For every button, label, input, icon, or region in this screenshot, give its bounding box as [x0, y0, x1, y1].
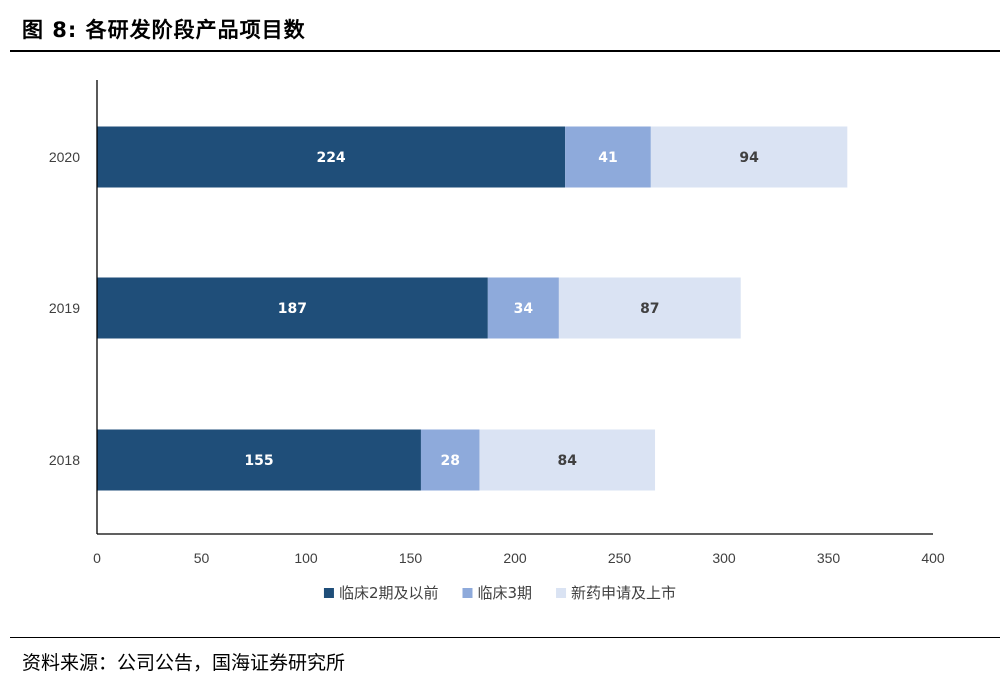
data-label-2020-series-3: 94	[739, 150, 759, 166]
legend-swatch-series-2	[462, 588, 473, 598]
chart-legend: 临床2期及以前 临床3期 新药申请及上市	[323, 584, 676, 602]
x-tick-label-200: 200	[503, 550, 527, 566]
data-label-2018-series-2: 28	[440, 453, 459, 469]
x-tick-label-400: 400	[921, 550, 945, 566]
legend-label-series-1: 临床2期及以前	[339, 584, 439, 602]
data-label-2018-series-3: 84	[558, 453, 578, 469]
bar-segment-2020-series-2	[565, 126, 651, 188]
legend-item-series-3: 新药申请及上市	[556, 584, 676, 602]
category-label-2018: 2018	[49, 452, 80, 468]
axes-layer: 2020 2019 2018 0 50 100 150 200 250 300 350 400	[49, 80, 945, 566]
bar-segment-2018-series-2	[420, 429, 480, 491]
legend-item-series-2: 临床3期	[462, 584, 532, 602]
bar-segment-2020-series-3	[650, 126, 848, 188]
legend-label-series-3: 新药申请及上市	[571, 584, 676, 602]
bar-segment-2019-series-2	[487, 277, 559, 339]
x-tick-label-150: 150	[399, 550, 423, 566]
category-label-2020: 2020	[49, 149, 80, 165]
stacked-bar-chart: 224 41 94 187 34 87 155 28 84 2020 2019 2018 0 50 100…	[49, 80, 945, 602]
data-label-2019-series-2: 34	[514, 301, 534, 317]
data-label-2020-series-1: 224	[316, 150, 345, 166]
x-tick-label-250: 250	[608, 550, 632, 566]
bars-layer: 224 41 94 187 34 87 155 28 84	[97, 126, 848, 491]
data-label-2019-series-3: 87	[640, 301, 659, 317]
source-divider	[10, 637, 1000, 638]
bar-segment-2019-series-1	[97, 277, 488, 339]
data-label-2018-series-1: 155	[244, 453, 273, 469]
x-tick-label-100: 100	[294, 550, 318, 566]
data-label-2020-series-2: 41	[598, 150, 617, 166]
legend-label-series-2: 临床3期	[477, 584, 532, 602]
category-label-2019: 2019	[49, 300, 80, 316]
bar-segment-2018-series-3	[479, 429, 656, 491]
x-tick-label-0: 0	[93, 550, 101, 566]
source-note: 资料来源：公司公告，国海证券研究所	[22, 652, 346, 674]
x-tick-label-50: 50	[194, 550, 210, 566]
bar-segment-2018-series-1	[97, 429, 421, 491]
bar-segment-2019-series-3	[558, 277, 741, 339]
legend-swatch-series-1	[323, 588, 334, 598]
figure-title: 图 8: 各研发阶段产品项目数	[22, 18, 306, 42]
legend-swatch-series-3	[556, 588, 567, 598]
x-tick-label-350: 350	[817, 550, 841, 566]
data-label-2019-series-1: 187	[278, 301, 307, 317]
x-tick-label-300: 300	[712, 550, 736, 566]
title-divider	[10, 50, 1000, 52]
bar-segment-2020-series-1	[97, 126, 566, 188]
legend-item-series-1: 临床2期及以前	[323, 584, 439, 602]
